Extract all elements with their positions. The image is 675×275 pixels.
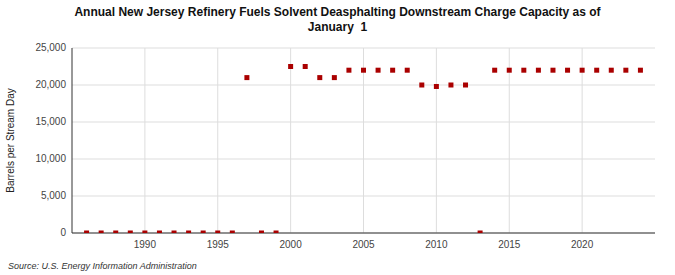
annotation: Source: U.S. Energy Information Administ… xyxy=(8,261,197,271)
title-line: January 1 xyxy=(308,20,368,34)
y-axis-line xyxy=(72,48,73,233)
point xyxy=(638,68,643,73)
point xyxy=(346,68,351,73)
title-line: Annual New Jersey Refinery Fuels Solvent… xyxy=(74,5,601,19)
point xyxy=(332,75,337,80)
x-grid-line xyxy=(436,48,437,233)
point xyxy=(463,83,468,88)
y-tick-label: 20,000 xyxy=(35,79,66,90)
grid xyxy=(72,48,655,233)
point xyxy=(390,68,395,73)
point xyxy=(215,231,220,234)
point xyxy=(244,75,249,80)
point xyxy=(142,231,147,234)
x-tick-label: 2005 xyxy=(352,239,375,250)
y-tick-label: 0 xyxy=(60,227,66,238)
y-tick-label: 5,000 xyxy=(41,190,66,201)
point xyxy=(317,75,322,80)
point xyxy=(419,83,424,88)
point xyxy=(186,231,191,234)
y-tick-label: 25,000 xyxy=(35,42,66,53)
point xyxy=(580,68,585,73)
point xyxy=(113,231,118,234)
point xyxy=(303,64,308,69)
x-grid-line xyxy=(363,48,364,233)
point xyxy=(230,231,235,234)
point xyxy=(274,231,279,234)
x-grid-line xyxy=(290,48,291,233)
point xyxy=(157,231,162,234)
x-tick-label: 1995 xyxy=(207,239,230,250)
x-tick-label: 1990 xyxy=(134,239,157,250)
chart: 0 5,000 10,000 15,000 20,000 25,000 1990 1995 20… xyxy=(0,0,675,275)
point xyxy=(99,231,104,234)
point xyxy=(609,68,614,73)
point xyxy=(507,68,512,73)
point xyxy=(550,68,555,73)
point xyxy=(361,68,366,73)
page: {"chart_data": {"type": "scatter", "titl… xyxy=(0,0,675,275)
point xyxy=(84,231,89,234)
point xyxy=(405,68,410,73)
point xyxy=(492,68,497,73)
point xyxy=(172,231,177,234)
point xyxy=(623,68,628,73)
axes: 0 5,000 10,000 15,000 20,000 25,000 1990 1995 20… xyxy=(35,42,655,250)
x-grid-line xyxy=(217,48,218,233)
y-tick-label: 10,000 xyxy=(35,153,66,164)
x-grid-line xyxy=(509,48,510,233)
point xyxy=(288,64,293,69)
x-tick-label: 2020 xyxy=(571,239,594,250)
point xyxy=(478,231,483,234)
x-grid-line xyxy=(582,48,583,233)
point xyxy=(594,68,599,73)
point xyxy=(376,68,381,73)
point xyxy=(521,68,526,73)
point xyxy=(259,231,264,234)
x-grid-line xyxy=(144,48,145,233)
y-axis-label: Barrels per Stream Day xyxy=(5,88,16,192)
point xyxy=(565,68,570,73)
x-tick-label: 2015 xyxy=(498,239,521,250)
x-tick-label: 2000 xyxy=(280,239,303,250)
points xyxy=(84,64,643,233)
point xyxy=(448,83,453,88)
point xyxy=(536,68,541,73)
point xyxy=(434,84,439,89)
title: Annual New Jersey Refinery Fuels Solvent… xyxy=(74,5,601,34)
point xyxy=(201,231,206,234)
y-tick-label: 15,000 xyxy=(35,116,66,127)
x-tick-label: 2010 xyxy=(425,239,448,250)
point xyxy=(128,231,133,234)
